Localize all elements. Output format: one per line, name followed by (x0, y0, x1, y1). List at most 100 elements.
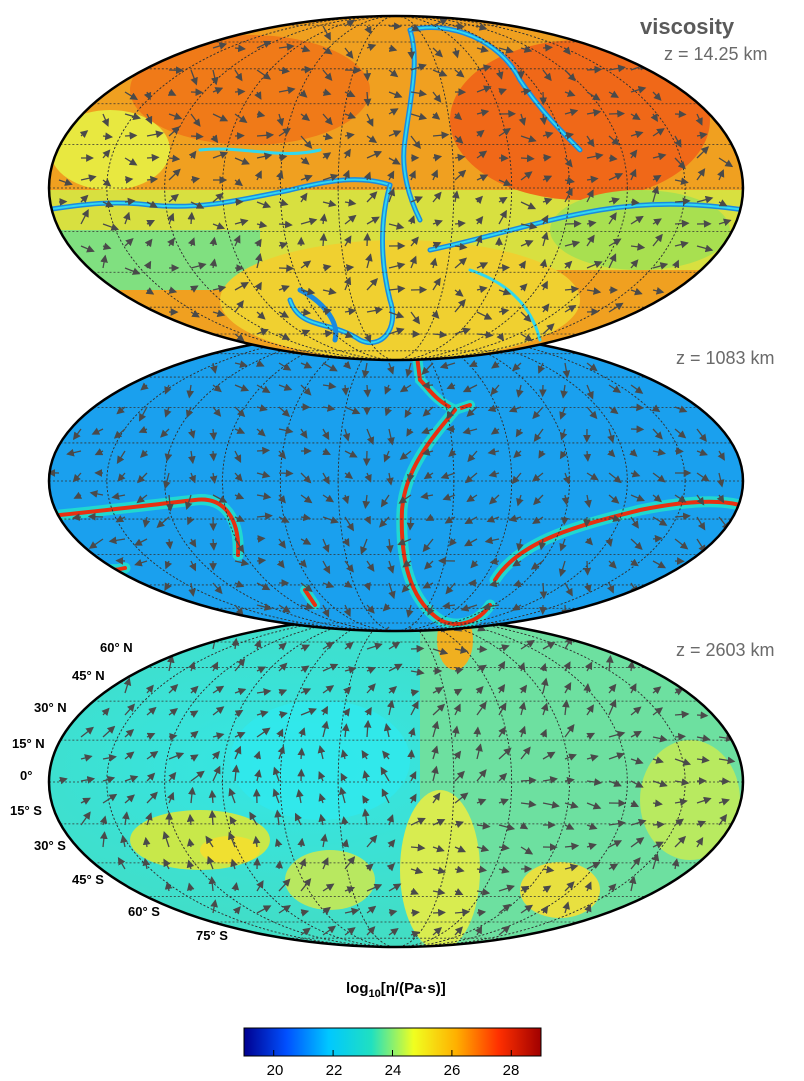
velocity-arrow (519, 684, 528, 694)
velocity-arrow (212, 151, 229, 159)
velocity-arrow (608, 302, 624, 313)
velocity-arrow (102, 754, 117, 762)
velocity-arrow (234, 281, 250, 291)
velocity-arrow (674, 835, 687, 848)
velocity-arrow (476, 701, 487, 716)
velocity-arrow (140, 382, 149, 391)
velocity-arrow (559, 428, 568, 441)
velocity-arrow (256, 311, 266, 320)
velocity-arrow (207, 855, 215, 870)
velocity-arrow (410, 89, 428, 98)
velocity-arrow (671, 858, 680, 870)
velocity-arrow (322, 428, 330, 441)
velocity-arrow (254, 639, 262, 650)
velocity-arrow (608, 212, 617, 225)
velocity-arrow (410, 23, 420, 32)
velocity-arrow (564, 305, 577, 313)
velocity-arrow (561, 494, 570, 506)
velocity-arrow (344, 198, 357, 207)
velocity-arrow (432, 153, 443, 162)
velocity-arrow (188, 150, 197, 160)
velocity-arrow (541, 214, 549, 225)
velocity-arrow (234, 658, 246, 672)
velocity-arrow (299, 89, 308, 98)
velocity-arrow (386, 863, 396, 872)
velocity-arrow (208, 876, 217, 892)
velocity-arrow (421, 448, 434, 456)
velocity-arrow (322, 46, 333, 55)
velocity-arrow (559, 450, 568, 460)
velocity-arrow (344, 907, 360, 916)
velocity-arrow (124, 176, 134, 184)
velocity-arrow (559, 406, 567, 420)
velocity-arrow (520, 639, 535, 650)
meridian-line (106, 16, 686, 360)
velocity-arrow (366, 926, 376, 936)
velocity-arrow (146, 175, 159, 184)
velocity-arrow (344, 886, 356, 894)
velocity-arrow (542, 775, 558, 784)
velocity-arrow (167, 88, 177, 96)
velocity-arrow (366, 683, 376, 694)
velocity-arrow (278, 604, 291, 613)
velocity-arrow (256, 688, 272, 696)
velocity-arrow (144, 238, 153, 248)
velocity-arrow (520, 846, 534, 855)
velocity-arrow (674, 405, 688, 413)
velocity-arrow (542, 885, 552, 894)
velocity-arrow (300, 644, 310, 652)
velocity-arrow (542, 175, 553, 183)
velocity-arrow (363, 171, 372, 181)
velocity-arrow (564, 753, 577, 761)
velocity-arrow (453, 112, 463, 121)
depth-label-panel-3: z = 2603 km (676, 640, 775, 660)
velocity-arrow (382, 750, 391, 760)
velocity-arrow (608, 779, 622, 787)
velocity-arrow (476, 129, 485, 138)
velocity-arrow (298, 858, 307, 870)
velocity-arrow (366, 113, 374, 127)
velocity-arrow (231, 637, 240, 650)
velocity-arrow (696, 168, 706, 181)
velocity-arrow (432, 91, 442, 103)
meridian-line (164, 16, 628, 360)
velocity-arrow (512, 579, 522, 587)
velocity-arrow (586, 822, 598, 830)
velocity-arrow (431, 745, 439, 760)
velocity-arrow (423, 471, 434, 480)
velocity-arrow (278, 710, 288, 719)
velocity-arrow (476, 769, 487, 782)
velocity-arrow (387, 187, 396, 203)
velocity-arrow (476, 85, 492, 93)
velocity-arrow (186, 384, 195, 399)
velocity-arrow (629, 168, 637, 181)
velocity-arrow (113, 428, 126, 439)
velocity-arrow (278, 198, 289, 207)
velocity-arrow (343, 276, 352, 291)
velocity-arrow (124, 728, 135, 738)
velocity-arrow (405, 604, 414, 618)
velocity-arrow (476, 285, 488, 294)
velocity-arrow (188, 661, 196, 672)
velocity-arrow (518, 725, 527, 738)
velocity-arrow (410, 644, 425, 653)
velocity-arrow (630, 403, 645, 412)
velocity-arrow (404, 406, 412, 419)
velocity-arrow (94, 448, 104, 456)
velocity-arrow (586, 406, 598, 420)
velocity-arrow (322, 641, 335, 650)
velocity-arrow (718, 814, 728, 826)
velocity-arrow (583, 560, 592, 576)
velocity-arrow (164, 384, 172, 395)
velocity-arrow (498, 46, 514, 54)
velocity-arrow (111, 492, 126, 500)
velocity-arrow (432, 703, 446, 716)
velocity-arrow (344, 307, 357, 316)
velocity-arrow (342, 538, 350, 547)
velocity-arrow (454, 908, 471, 917)
velocity-arrow (361, 808, 370, 826)
velocity-arrow (431, 720, 440, 738)
velocity-arrow (407, 749, 416, 760)
velocity-arrow (630, 287, 643, 296)
velocity-arrow (190, 262, 207, 270)
